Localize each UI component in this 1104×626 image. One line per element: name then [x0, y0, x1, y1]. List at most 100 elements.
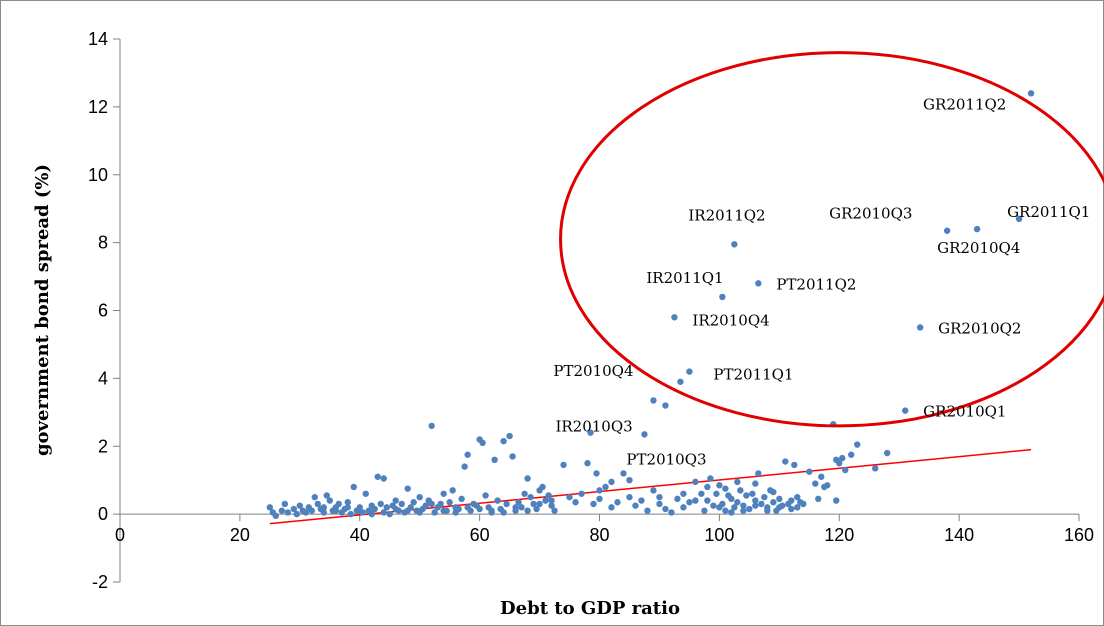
data-point	[668, 509, 675, 516]
data-point	[521, 490, 528, 497]
data-point	[584, 460, 591, 467]
y-tick-label: 0	[98, 504, 108, 524]
data-point	[296, 502, 304, 509]
data-point	[692, 478, 699, 486]
data-point	[524, 507, 531, 514]
data-point	[542, 497, 549, 504]
data-point	[593, 470, 600, 477]
data-point	[656, 500, 663, 508]
data-point	[302, 509, 310, 516]
data-point	[284, 509, 292, 516]
data-point	[731, 241, 738, 248]
data-point	[872, 465, 879, 472]
x-tick-label: 140	[944, 525, 974, 545]
data-point	[278, 507, 286, 514]
data-point	[548, 502, 555, 509]
data-point	[701, 507, 708, 514]
data-point	[749, 490, 756, 497]
data-point	[737, 487, 744, 494]
data-point	[500, 509, 507, 516]
data-point	[533, 505, 540, 513]
data-point	[680, 504, 687, 511]
data-point	[578, 490, 585, 497]
data-point	[530, 500, 537, 508]
data-point	[458, 495, 465, 503]
data-point	[323, 492, 330, 499]
data-point	[362, 490, 369, 497]
data-point	[746, 505, 753, 513]
y-tick-label: 8	[98, 233, 108, 253]
data-point	[374, 473, 381, 480]
data-point	[326, 497, 333, 504]
data-point	[476, 505, 483, 513]
data-point	[677, 378, 684, 385]
data-point	[383, 504, 390, 511]
x-tick-label: 160	[1064, 525, 1094, 545]
data-point	[833, 497, 840, 504]
data-point	[479, 439, 486, 447]
data-point	[686, 368, 693, 375]
data-point	[482, 492, 489, 499]
data-point	[404, 507, 411, 514]
data-point	[431, 509, 438, 516]
data-point	[512, 504, 519, 511]
x-axis-title: Debt to GDP ratio	[500, 598, 680, 619]
data-point	[752, 480, 759, 487]
y-axis-title: government bond spread (%)	[32, 164, 53, 456]
data-point	[743, 492, 750, 499]
data-point	[686, 499, 693, 506]
data-point	[839, 454, 846, 462]
x-tick-label: 60	[470, 525, 490, 545]
data-point	[464, 451, 471, 458]
data-point	[943, 227, 951, 234]
point-label: GR2011Q1	[1007, 203, 1090, 221]
data-point	[680, 490, 687, 497]
data-point	[752, 497, 759, 504]
point-label: IR2011Q2	[688, 206, 765, 224]
x-tick-label: 20	[230, 525, 250, 545]
y-tick-label: 6	[98, 301, 108, 321]
data-point	[710, 502, 717, 509]
data-point	[392, 497, 399, 504]
data-point	[266, 504, 274, 511]
data-point	[518, 504, 525, 511]
data-point	[755, 470, 762, 477]
data-point	[734, 478, 741, 486]
highlight-ellipse-layer	[559, 51, 1104, 428]
data-point	[776, 495, 783, 503]
data-point	[854, 441, 861, 448]
points-layer	[266, 90, 1035, 520]
data-point	[371, 505, 378, 513]
data-point	[416, 493, 423, 501]
data-point	[614, 499, 621, 506]
data-point	[320, 509, 327, 516]
data-point	[488, 507, 495, 514]
data-point	[740, 507, 747, 514]
data-point	[794, 493, 801, 501]
data-point	[761, 493, 768, 501]
data-point	[770, 488, 777, 496]
x-tick-label: 0	[115, 525, 125, 545]
y-tick-label: 10	[88, 165, 108, 185]
data-point	[344, 499, 351, 506]
data-point	[608, 504, 615, 511]
data-point	[824, 482, 831, 489]
data-point	[311, 493, 318, 501]
data-point	[602, 483, 609, 491]
data-point	[377, 500, 384, 508]
point-label: GR2010Q4	[937, 239, 1020, 257]
data-point	[776, 504, 783, 511]
data-point	[314, 500, 321, 508]
data-point	[671, 314, 678, 321]
data-point	[836, 460, 843, 467]
data-point	[800, 500, 807, 508]
data-point	[386, 510, 393, 518]
point-label: IR2010Q3	[555, 417, 632, 435]
data-point	[650, 487, 657, 494]
data-point	[698, 490, 705, 497]
data-point	[347, 510, 354, 518]
data-point	[503, 500, 510, 508]
data-point	[656, 493, 663, 501]
point-label: GR2010Q2	[938, 319, 1021, 337]
